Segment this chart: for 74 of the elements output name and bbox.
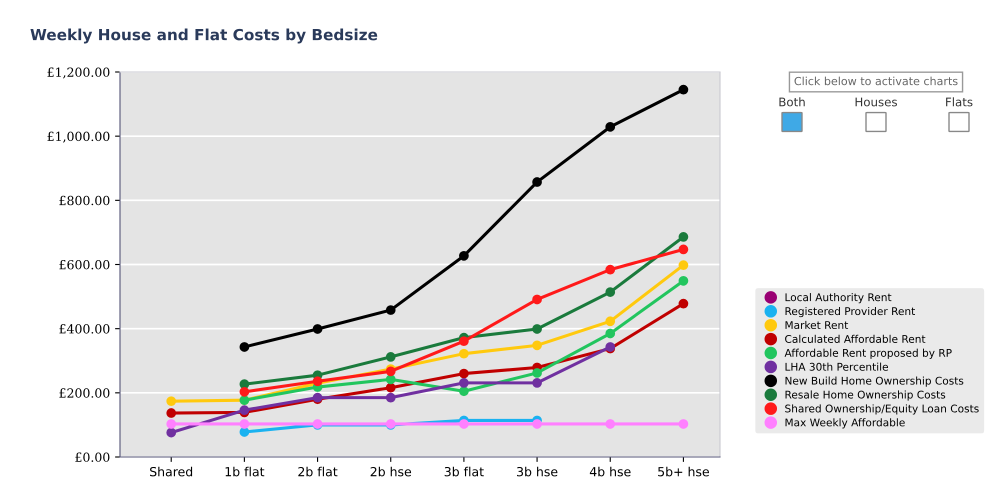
- point: [678, 244, 688, 254]
- point: [678, 298, 688, 309]
- point: [605, 287, 616, 297]
- legend-label: Shared Ownership/Equity Loan Costs: [785, 404, 979, 415]
- point: [532, 294, 542, 304]
- point: [240, 427, 250, 437]
- point: [532, 340, 542, 350]
- legend-label: Resale Home Ownership Costs: [786, 390, 946, 401]
- point: [386, 305, 396, 315]
- text: Flats: [946, 97, 972, 106]
- x-tick-label: 4b hse: [590, 466, 631, 476]
- chart-title: Weekly House and Flat Costs by Bedsize: [30, 28, 378, 44]
- point: [240, 342, 250, 352]
- x-tick-label: 5b+ hse: [658, 466, 709, 476]
- point: [532, 419, 542, 429]
- y-tick-label: £400.00: [59, 324, 110, 334]
- point: [386, 352, 396, 362]
- legend-label: New Build Home Ownership Costs: [786, 376, 964, 387]
- point: [678, 276, 688, 286]
- point: [532, 177, 542, 187]
- point: [605, 316, 616, 326]
- point: [532, 324, 542, 334]
- point: [240, 419, 250, 429]
- point: [459, 419, 469, 429]
- legend-label: Registered Provider Rent: [786, 306, 916, 318]
- legend-label: Max Weekly Affordable: [786, 418, 905, 428]
- point: [678, 419, 688, 429]
- point: [166, 428, 176, 438]
- point: [386, 366, 396, 376]
- y-tick-label: £600.00: [59, 260, 110, 270]
- point: [240, 387, 250, 397]
- x-tick-label: 2b hse: [370, 466, 412, 476]
- text: Houses: [856, 98, 897, 106]
- legend-label: Local Authority Rent: [786, 293, 892, 304]
- x-tick-label: 3b flat: [444, 466, 484, 476]
- point: [312, 324, 322, 334]
- point: [166, 396, 176, 406]
- point: [678, 260, 688, 270]
- y-tick-label: £800.00: [59, 196, 110, 206]
- point: [532, 368, 542, 378]
- text: Both: [779, 97, 805, 106]
- legend-label: Calculated Affordable Rent: [785, 334, 926, 343]
- point: [459, 336, 469, 346]
- y-tick-label: £1,200.00: [47, 67, 110, 78]
- point: [459, 386, 469, 396]
- point: [605, 122, 616, 132]
- text: Click below to activate charts: [794, 76, 958, 86]
- point: [459, 378, 469, 388]
- point: [459, 250, 469, 261]
- point: [166, 408, 176, 418]
- x-tick-label: 2b flat: [298, 466, 338, 476]
- point: [459, 348, 469, 359]
- point: [240, 379, 250, 390]
- y-tick-label: £1,000.00: [47, 132, 110, 143]
- point: [459, 368, 469, 378]
- point: [166, 419, 176, 429]
- y-tick-label: £0.00: [75, 452, 110, 462]
- x-tick-label: 3b hse: [517, 466, 558, 476]
- legend-label: Market Rent: [786, 320, 848, 330]
- y-tick-label: £200.00: [59, 388, 110, 398]
- x-tick-label: Shared: [150, 466, 192, 476]
- point: [605, 264, 616, 274]
- point: [678, 84, 688, 95]
- legend-label: LHA 30th Percentile: [786, 362, 888, 371]
- point: [605, 419, 616, 429]
- point: [386, 382, 396, 393]
- x-tick-label: 1b flat: [226, 466, 264, 476]
- point: [605, 328, 616, 338]
- point: [532, 378, 542, 388]
- point: [240, 405, 250, 416]
- point: [386, 392, 396, 403]
- point: [386, 374, 396, 384]
- legend-label: Affordable Rent proposed by RP: [784, 348, 952, 359]
- point: [678, 232, 688, 242]
